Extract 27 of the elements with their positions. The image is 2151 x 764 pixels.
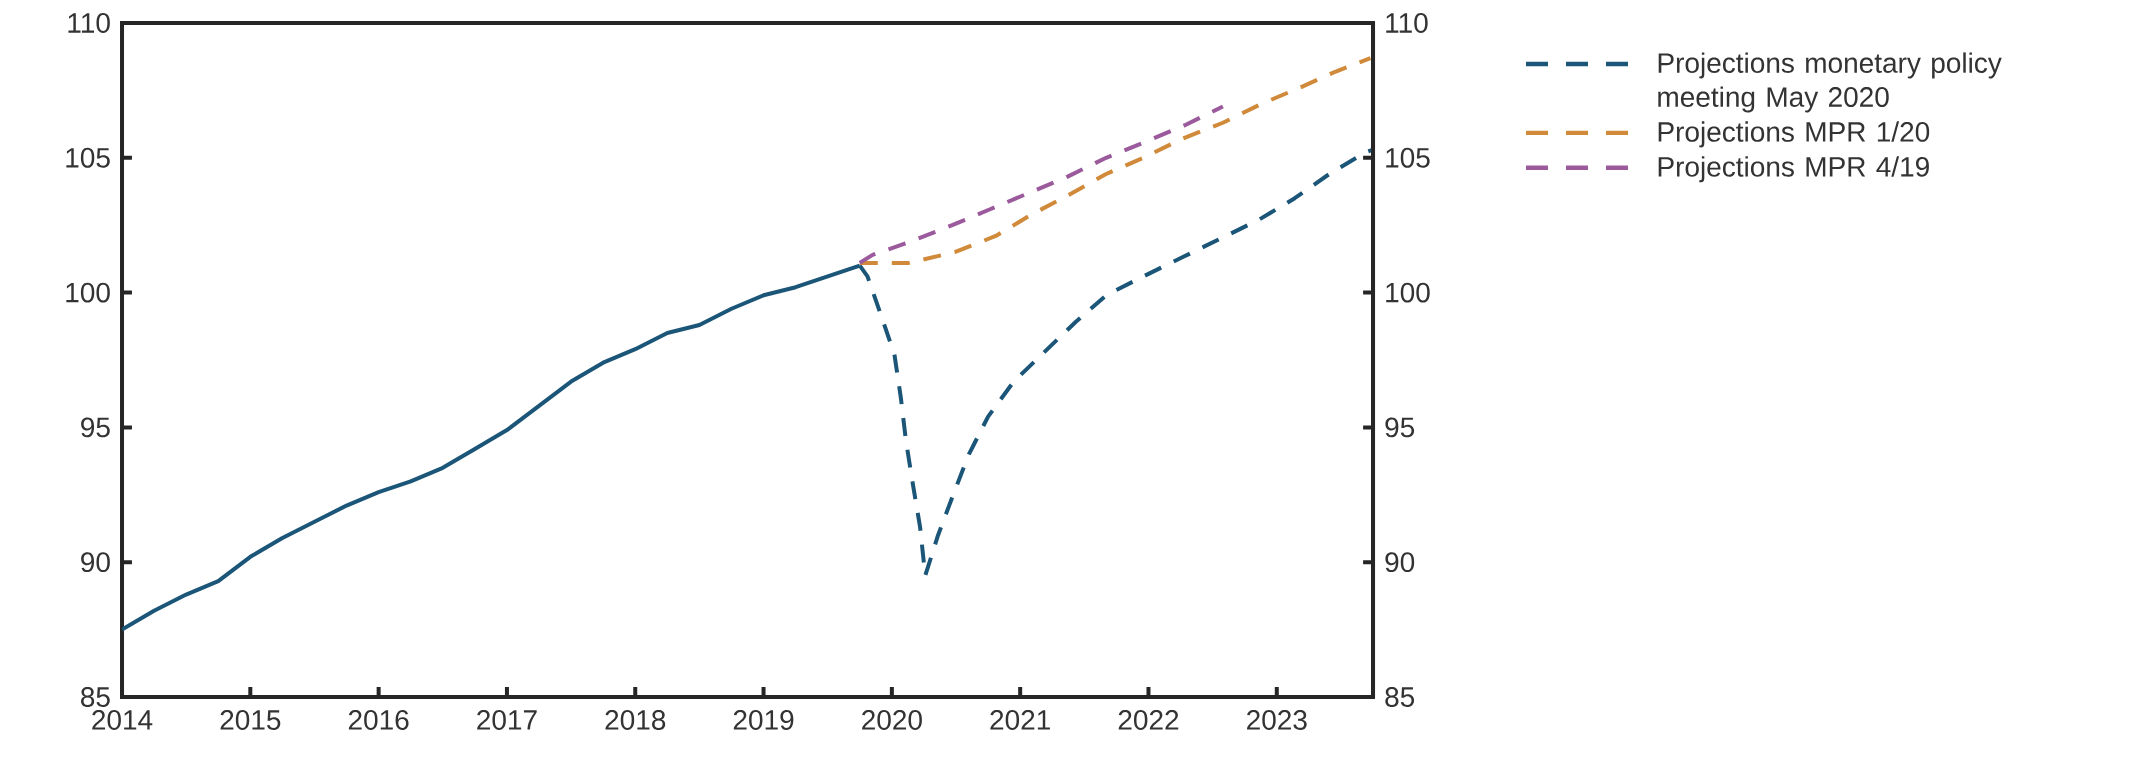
y2-tick-label: 90 (1385, 552, 1415, 573)
y2-tick-label: 95 (1385, 417, 1415, 438)
x-tick-label: 2015 (220, 710, 281, 730)
y2-tick-label: 110 (1386, 13, 1428, 33)
line-series (857, 104, 1225, 265)
x-tick-label: 2017 (477, 710, 537, 730)
y-tick-label: 85 (81, 687, 110, 707)
y2-tick-label: 105 (1386, 147, 1430, 168)
x-tick-label: 2016 (348, 710, 409, 730)
legend-label: Projections MPR 1/20 (1658, 121, 1930, 148)
y-tick-label: 100 (66, 282, 110, 303)
x-tick-label: 2023 (1247, 710, 1307, 730)
legend-label: Projections MPR 4/19 (1658, 156, 1929, 183)
y-tick-label: 110 (68, 13, 110, 33)
y-tick-label: 105 (66, 147, 110, 168)
y2-tick-label: 85 (1385, 687, 1415, 707)
y-tick-label: 90 (81, 552, 110, 573)
y2-tick-label: 100 (1386, 282, 1430, 303)
x-tick-label: 2014 (92, 710, 153, 730)
legend-label: Projections monetary policy meeting May 2020 (1658, 52, 2002, 113)
x-tick-label: 2020 (862, 710, 922, 730)
y-tick-label: 95 (81, 417, 110, 438)
x-tick-label: 2022 (1118, 710, 1179, 730)
line-series (857, 56, 1373, 265)
x-tick-label: 2019 (733, 710, 794, 730)
x-tick-label: 2018 (605, 710, 666, 730)
x-tick-label: 2021 (990, 710, 1050, 730)
